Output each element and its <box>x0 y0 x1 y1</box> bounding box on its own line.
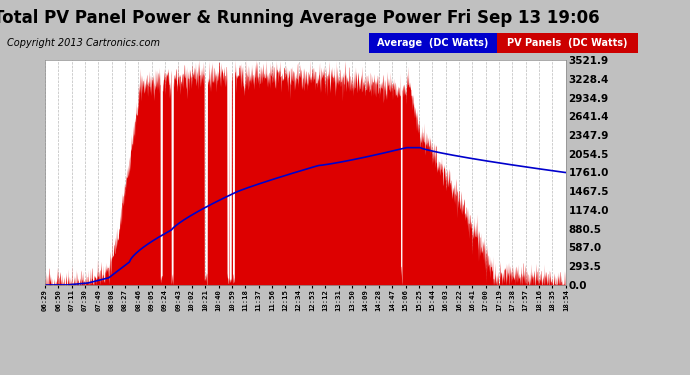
Text: Average  (DC Watts): Average (DC Watts) <box>377 38 489 48</box>
Text: PV Panels  (DC Watts): PV Panels (DC Watts) <box>507 38 628 48</box>
Text: Copyright 2013 Cartronics.com: Copyright 2013 Cartronics.com <box>7 38 160 48</box>
Text: Total PV Panel Power & Running Average Power Fri Sep 13 19:06: Total PV Panel Power & Running Average P… <box>0 9 600 27</box>
